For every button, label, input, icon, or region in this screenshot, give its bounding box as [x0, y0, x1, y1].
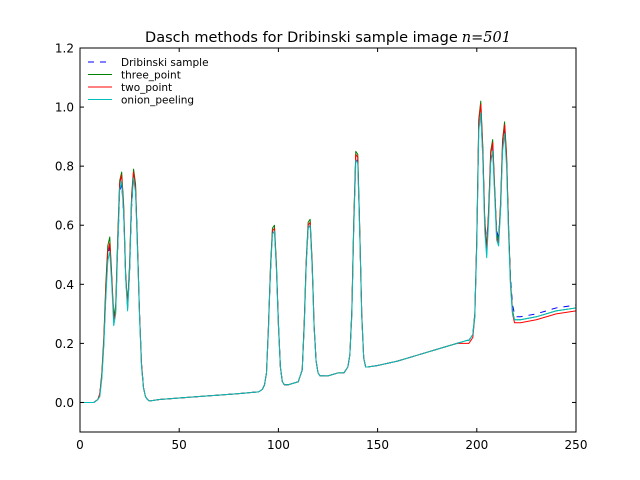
chart-title: Dasch methods for Dribinski sample image…: [145, 30, 511, 46]
y-tick-label: 0.8: [55, 160, 74, 174]
y-tick-label: 0.4: [55, 278, 74, 292]
x-tick-label: 150: [366, 438, 389, 452]
x-tick-label: 50: [172, 438, 187, 452]
y-tick-label: 1.0: [55, 101, 74, 115]
y-tick-label: 0.6: [55, 219, 74, 233]
legend-label: onion_peeling: [121, 95, 194, 107]
chart-title-math: n=501: [462, 30, 511, 46]
plot-area: [80, 48, 576, 432]
x-tick-label: 200: [465, 438, 488, 452]
legend-label: three_point: [121, 70, 181, 82]
x-tick-label: 250: [565, 438, 588, 452]
legend-label: Dribinski sample: [121, 57, 209, 69]
legend: Dribinski samplethree_pointtwo_pointonio…: [88, 57, 209, 107]
axis-layer: 0 50 100 150 200 250 0.0 0.2 0.4 0.6 0.8 1.0 1.2: [55, 42, 588, 453]
plot-frame: [79, 47, 577, 433]
series-line-onion-peeling: [80, 112, 577, 403]
legend-label: two_point: [121, 82, 172, 94]
y-tick-label: 0.0: [55, 396, 74, 410]
series-layer: [80, 100, 577, 403]
x-tick-label: 0: [76, 438, 84, 452]
y-tick-label: 0.2: [55, 337, 74, 351]
x-tick-label: 100: [267, 438, 290, 452]
chart-title-text: Dasch methods for Dribinski sample image: [145, 30, 458, 46]
y-tick-label: 1.2: [55, 42, 74, 56]
